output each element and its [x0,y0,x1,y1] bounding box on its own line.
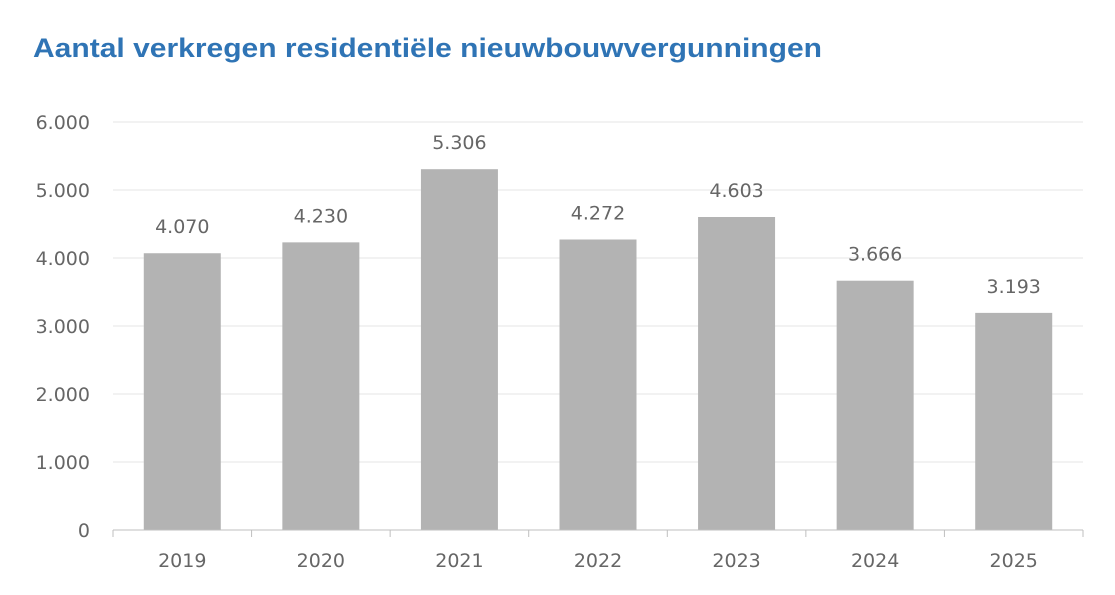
x-tick-label: 2019 [158,550,206,572]
bar-2021 [420,169,498,530]
bar-2023 [698,216,776,530]
y-tick-label: 4.000 [36,248,90,270]
bar-2020 [282,242,360,531]
bar-2024 [836,280,914,530]
y-tick-label: 0 [78,520,90,542]
data-label: 4.603 [709,180,763,202]
x-tick-label: 2022 [574,550,622,572]
x-tick-label: 2021 [435,550,483,572]
x-tick-label: 2023 [712,550,760,572]
x-tick-label: 2025 [990,550,1038,572]
y-tick-label: 3.000 [36,316,90,338]
y-tick-label: 6.000 [36,112,90,134]
data-label: 4.272 [571,203,625,225]
y-tick-label: 1.000 [36,452,90,474]
data-label: 4.230 [294,205,348,227]
data-label: 3.666 [848,244,902,266]
data-label: 4.070 [155,216,209,238]
y-tick-label: 5.000 [36,180,90,202]
bar-2019 [143,253,221,531]
bar-2025 [975,312,1053,530]
y-tick-label: 2.000 [36,384,90,406]
data-label: 3.193 [987,276,1041,298]
x-tick-label: 2020 [297,550,345,572]
bar-2022 [559,239,637,530]
x-tick-label: 2024 [851,550,899,572]
data-label: 5.306 [432,132,486,154]
chart-title: Aantal verkregen residentiële nieuwbouwv… [33,33,822,63]
